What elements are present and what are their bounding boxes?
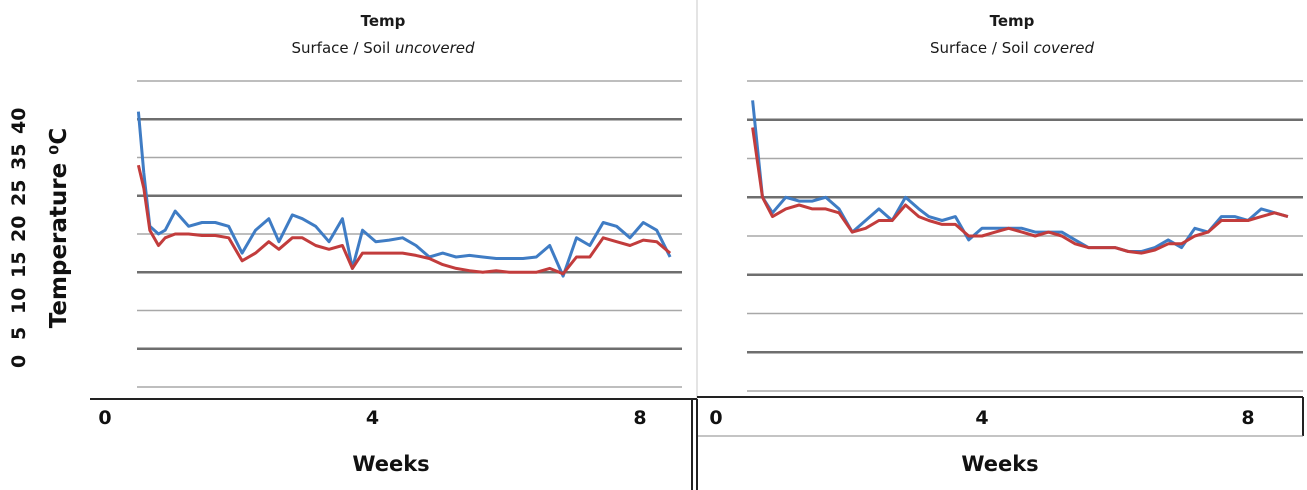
y-tick-label: 5	[8, 327, 30, 340]
chart-title: Temp	[361, 12, 406, 30]
chart-subtitle: Surface / Soil uncovered	[291, 39, 474, 57]
y-tick-label: 35	[8, 144, 30, 170]
chart-title: Temp	[990, 12, 1035, 30]
series-group	[136, 111, 672, 278]
x-tick-label: 8	[633, 407, 646, 429]
x-axis-label: Weeks	[961, 452, 1038, 476]
x-tick-label: 4	[975, 407, 988, 429]
y-axis-label: Temperature ⁰C	[46, 128, 72, 328]
y-ticks: 0 5 10 15 20 25 35 40	[8, 108, 30, 368]
x-ticks: 0 4 8	[98, 407, 646, 429]
series-line-red	[751, 127, 1289, 255]
chart-covered: Temp Surface / Soil covered 0 4 8 Weeks	[709, 12, 1303, 476]
y-tick-label: 15	[8, 252, 30, 278]
series-line-red	[136, 164, 672, 276]
series-group	[751, 100, 1289, 255]
subtitle-prefix: Surface / Soil	[291, 39, 395, 57]
x-tick-label: 4	[366, 407, 379, 429]
subtitle-prefix: Surface / Soil	[930, 39, 1034, 57]
y-tick-label: 20	[8, 216, 30, 242]
chart-subtitle: Surface / Soil covered	[930, 39, 1094, 57]
y-tick-label: 10	[8, 288, 30, 314]
y-tick-label: 25	[8, 180, 30, 206]
series-line-blue	[751, 100, 1289, 253]
y-tick-label: 40	[8, 108, 30, 134]
y-tick-label: 0	[8, 355, 30, 368]
subtitle-emphasis: covered	[1034, 39, 1095, 57]
gridlines	[747, 80, 1303, 392]
subtitle-emphasis: uncovered	[395, 39, 475, 57]
x-tick-label: 8	[1241, 407, 1254, 429]
x-tick-label: 0	[98, 407, 111, 429]
y-tick-labels: 0 5 10 15 20 25 35 40	[8, 108, 30, 368]
x-axis-label: Weeks	[352, 452, 429, 476]
gridlines	[137, 80, 682, 388]
series-line-blue	[136, 111, 672, 278]
x-tick-label: 0	[709, 407, 722, 429]
x-ticks: 0 4 8	[709, 407, 1254, 429]
